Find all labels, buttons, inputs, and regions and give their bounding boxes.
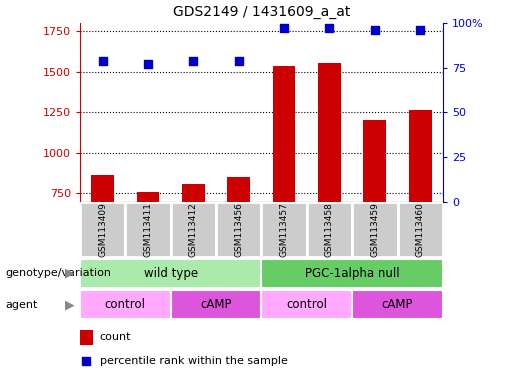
Text: count: count [100,333,131,343]
Title: GDS2149 / 1431609_a_at: GDS2149 / 1431609_a_at [173,5,350,19]
Bar [227,177,250,202]
Point [82,358,90,364]
Point [371,27,379,33]
Text: GSM113409: GSM113409 [98,202,107,257]
Text: GSM113459: GSM113459 [370,202,380,257]
Text: control: control [286,298,327,311]
Bar [182,184,204,202]
Text: cAMP: cAMP [200,298,232,311]
Bar [125,202,170,257]
Text: PGC-1alpha null: PGC-1alpha null [305,266,400,280]
Bar [261,258,443,288]
Bar [80,290,170,319]
Bar [261,290,352,319]
Text: GSM113411: GSM113411 [143,202,152,257]
Text: GSM113412: GSM113412 [189,202,198,257]
Bar [398,202,443,257]
Bar [318,63,341,202]
Text: genotype/variation: genotype/variation [5,268,111,278]
Point [325,25,334,31]
Text: control: control [105,298,146,311]
Bar [273,66,296,202]
Point [416,27,424,33]
Text: GSM113456: GSM113456 [234,202,243,257]
Bar [216,202,261,257]
Point [234,58,243,64]
Point [189,58,197,64]
Bar [80,330,93,345]
Text: ▶: ▶ [65,266,75,280]
Point [144,61,152,67]
Text: GSM113457: GSM113457 [280,202,288,257]
Bar [352,202,398,257]
Bar [80,258,261,288]
Text: percentile rank within the sample: percentile rank within the sample [100,356,288,366]
Bar [91,175,114,202]
Bar [409,110,432,202]
Point [98,58,107,64]
Text: GSM113460: GSM113460 [416,202,425,257]
Text: cAMP: cAMP [382,298,413,311]
Bar [261,202,307,257]
Bar [364,120,386,202]
Text: ▶: ▶ [65,298,75,311]
Bar [352,290,443,319]
Text: GSM113458: GSM113458 [325,202,334,257]
Bar [170,290,261,319]
Bar [136,192,159,202]
Bar [170,202,216,257]
Text: agent: agent [5,300,38,310]
Point [280,25,288,31]
Bar [307,202,352,257]
Bar [80,202,125,257]
Text: wild type: wild type [144,266,198,280]
